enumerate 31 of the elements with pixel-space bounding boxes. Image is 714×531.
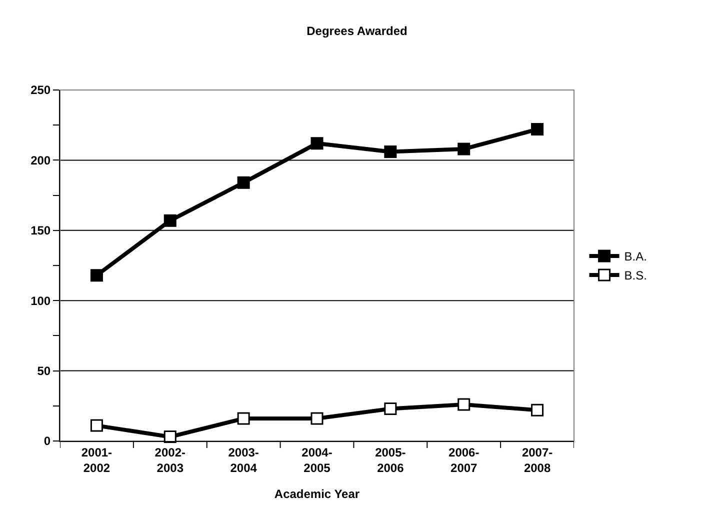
point xyxy=(90,269,103,282)
x-tick-label: 2007- 2008 xyxy=(522,445,553,475)
point xyxy=(310,412,324,425)
x-tick-label: 2001- 2002 xyxy=(81,445,112,475)
y-tick-label: 50 xyxy=(37,364,51,378)
point xyxy=(458,142,470,156)
x-tick-label: 2002- 2003 xyxy=(154,445,186,475)
x-tick-label: 2005- 2006 xyxy=(375,445,406,475)
point xyxy=(310,137,324,150)
point xyxy=(531,404,544,416)
x-tick-label: 2006- 2007 xyxy=(448,445,480,475)
chart-title: Degrees Awarded xyxy=(306,24,408,38)
y-tick-label: 0 xyxy=(44,434,51,448)
legend-label: B.S. xyxy=(624,268,647,283)
y-tick-label: 150 xyxy=(30,224,51,238)
point xyxy=(384,402,397,415)
y-tick-label: 200 xyxy=(30,153,51,168)
point xyxy=(384,146,397,158)
x-tick-label: 2004- 2005 xyxy=(302,445,332,475)
y-tick-label: 100 xyxy=(30,294,51,308)
x-tick-label: 2003- 2004 xyxy=(228,445,259,475)
legend-label: B.A. xyxy=(624,250,647,264)
point xyxy=(237,412,250,425)
y-tick-label: 250 xyxy=(30,83,51,98)
point xyxy=(458,398,470,411)
point xyxy=(531,123,544,136)
point xyxy=(164,430,176,444)
point xyxy=(90,419,103,432)
x-axis-title: Academic Year xyxy=(274,486,360,501)
point xyxy=(164,214,176,227)
point xyxy=(237,176,250,189)
